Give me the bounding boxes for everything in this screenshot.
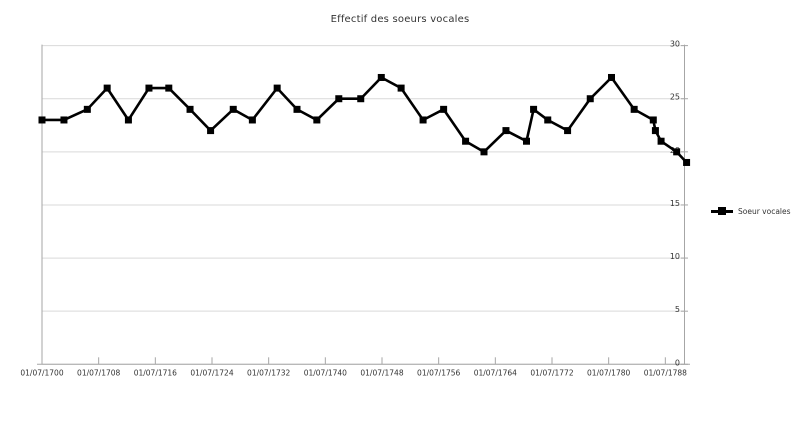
x-axis-label-1756: 01/07/1756 — [417, 368, 460, 377]
data-point-marker — [397, 84, 405, 92]
y-axis-label-15: 15 — [670, 199, 680, 208]
x-axis-label-1708: 01/07/1708 — [77, 368, 120, 377]
x-axis-label-1780: 01/07/1780 — [587, 368, 630, 377]
data-point-marker — [651, 127, 659, 135]
x-axis-label-1772: 01/07/1772 — [530, 368, 573, 377]
chart-title: Effectif des soeurs vocales — [330, 14, 470, 25]
data-point-marker — [522, 137, 530, 145]
legend: Soeur vocales — [711, 205, 791, 217]
data-point-marker — [248, 116, 256, 124]
data-point-marker — [462, 137, 470, 145]
data-point-marker — [440, 105, 448, 113]
x-axis-label-1724: 01/07/1724 — [190, 368, 233, 377]
y-axis-label-0: 0 — [675, 358, 680, 367]
x-axis-label-1740: 01/07/1740 — [304, 368, 347, 377]
data-point-marker — [377, 73, 385, 81]
data-point-marker — [607, 73, 615, 81]
data-point-marker — [357, 95, 365, 103]
data-point-marker — [165, 84, 173, 92]
data-point-marker — [502, 127, 510, 135]
data-point-marker — [60, 116, 68, 124]
data-point-marker — [673, 148, 681, 156]
data-point-marker — [124, 116, 132, 124]
x-axis-label-1716: 01/07/1716 — [134, 368, 177, 377]
data-point-marker — [38, 116, 46, 124]
y-axis-label-5: 5 — [675, 305, 680, 314]
data-point-marker — [480, 148, 488, 156]
data-point-marker — [207, 127, 215, 135]
data-point-marker — [586, 95, 594, 103]
data-point-marker — [313, 116, 321, 124]
data-point-marker — [683, 158, 691, 166]
data-point-marker — [564, 127, 572, 135]
series-line-soeur-vocales — [42, 75, 688, 164]
data-point-marker — [83, 105, 91, 113]
data-point-marker — [335, 95, 343, 103]
y-axis-label-30: 30 — [670, 40, 680, 49]
data-point-marker — [103, 84, 111, 92]
x-axis-label-1788: 01/07/1788 — [644, 368, 687, 377]
data-point-marker — [293, 105, 301, 113]
x-axis-label-1700: 01/07/1700 — [20, 368, 63, 377]
data-point-marker — [530, 105, 538, 113]
data-point-marker — [186, 105, 194, 113]
data-point-marker — [419, 116, 427, 124]
data-point-marker — [649, 116, 657, 124]
x-axis-label-1764: 01/07/1764 — [474, 368, 517, 377]
data-point-marker — [229, 105, 237, 113]
legend-line-marker-icon — [711, 207, 733, 215]
x-axis-label-1732: 01/07/1732 — [247, 368, 290, 377]
data-point-marker — [544, 116, 552, 124]
data-point-marker — [630, 105, 638, 113]
y-axis-label-25: 25 — [670, 93, 680, 102]
data-point-marker — [657, 137, 665, 145]
data-point-marker — [145, 84, 153, 92]
y-axis-label-10: 10 — [670, 252, 680, 261]
legend-series-label: Soeur vocales — [738, 206, 791, 216]
data-point-marker — [273, 84, 281, 92]
x-axis-label-1748: 01/07/1748 — [360, 368, 403, 377]
